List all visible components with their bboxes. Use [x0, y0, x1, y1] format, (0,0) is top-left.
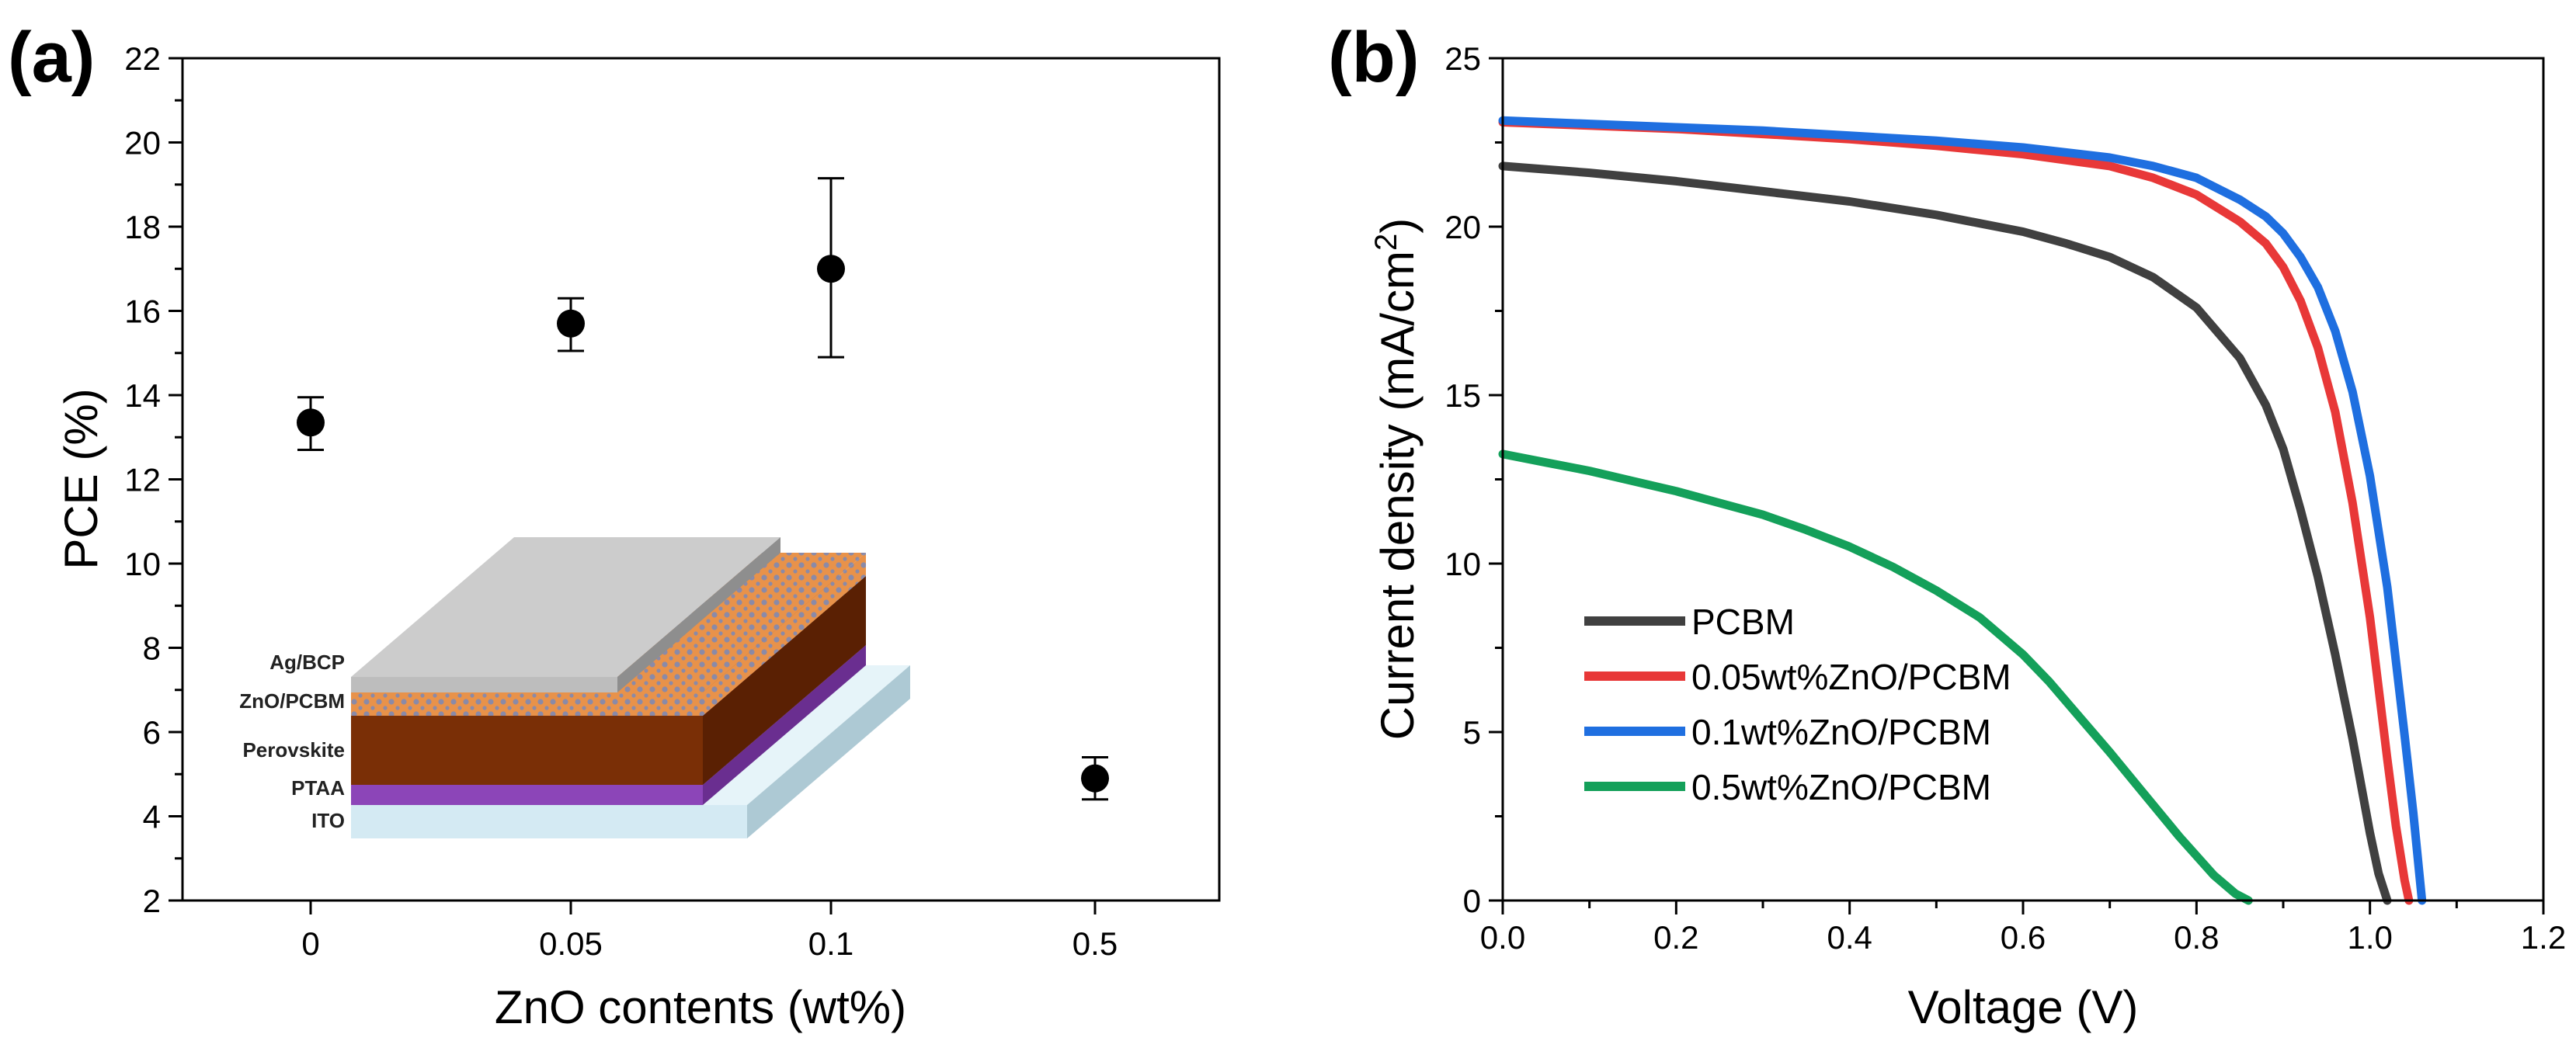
inset-layer-label: Perovskite: [242, 738, 345, 762]
panel-b-xtick-label: 1.0: [2347, 919, 2392, 956]
panel-a-ylabel: PCE (%): [55, 388, 107, 569]
panel-a-xtick-label: 0.5: [1072, 925, 1118, 962]
ag-bcp-layer-side: [617, 537, 780, 692]
panel-b-legend: PCBM 0.05wt%ZnO/PCBM 0.1wt%ZnO/PCBM 0.5wt%Z…: [1584, 602, 2011, 807]
ptaa-layer-side: [703, 645, 866, 805]
panel-b-ylabel-main: Current density (mA/cm: [1371, 251, 1424, 740]
panel-b-xtick-label: 0.0: [1480, 919, 1525, 956]
panel-a-data-point: [817, 255, 845, 283]
legend-label: PCBM: [1691, 602, 1795, 642]
series-line-3: [1498, 449, 2253, 905]
panel-b-ytick-label: 5: [1463, 714, 1481, 751]
panel-b-xtick-label: 0.6: [2001, 919, 2046, 956]
device-structure-inset: Ag/BCP ZnO/PCBM Perovskite PTAA ITO: [239, 537, 910, 838]
panel-a-ytick-label: 10: [124, 546, 161, 582]
panel-a-ytick-label: 18: [124, 209, 161, 245]
panel-a-ytick-label: 14: [124, 377, 161, 414]
series-line-2: [1498, 116, 2427, 905]
ptaa-layer-front: [351, 785, 703, 805]
panel-a-ytick-label: 2: [143, 883, 161, 919]
panel-a-ytick-label: 12: [124, 462, 161, 498]
panel-a-ytick-label: 20: [124, 125, 161, 161]
ito-layer-front: [351, 805, 747, 838]
panel-a-xtick-label: 0.05: [539, 925, 603, 962]
panel-a-ytick-label: 6: [143, 714, 161, 751]
panel-b-ytick-label: 25: [1444, 40, 1481, 77]
panel-a-label: (a): [8, 18, 95, 97]
panel-b-ylabel-sup: 2: [1369, 234, 1403, 251]
legend-label: 0.5wt%ZnO/PCBM: [1691, 767, 1991, 807]
panel-a-data-point: [297, 408, 325, 437]
ito-layer-side: [747, 665, 910, 838]
panel-b-ylabel-close: ): [1371, 218, 1424, 234]
legend-label: 0.1wt%ZnO/PCBM: [1691, 712, 1991, 752]
panel-b-ytick-label: 10: [1444, 546, 1481, 582]
perovskite-layer-side: [703, 576, 866, 785]
panel-b: (b) 0.0 0.2 0.4 0.6 0.8 1.0 1.2 0 5 10 15 20 25 PCBM…: [1328, 18, 2566, 1033]
inset-layer-label: PTAA: [291, 776, 345, 800]
ag-bcp-layer-front: [351, 677, 617, 692]
panel-a-xtick-label: 0: [301, 925, 319, 962]
panel-b-xtick-label: 0.4: [1827, 919, 1872, 956]
ag-bcp-layer-top: [351, 537, 780, 677]
panel-a-xtick-label: 0.1: [808, 925, 853, 962]
panel-b-ytick-label: 20: [1444, 209, 1481, 245]
panel-a-ytick-label: 4: [143, 799, 161, 835]
zno-pcbm-layer-side: [703, 553, 866, 716]
panel-b-label: (b): [1328, 18, 1419, 97]
series-line-0: [1498, 161, 2392, 905]
inset-layer-label: ZnO/PCBM: [239, 689, 345, 713]
perovskite-layer-front: [351, 716, 703, 785]
panel-b-series-lines: [1498, 116, 2427, 905]
panel-b-ytick-label: 15: [1444, 377, 1481, 414]
panel-b-xlabel: Voltage (V): [1908, 981, 2139, 1033]
panel-b-xtick-label: 1.2: [2521, 919, 2566, 956]
panel-a-markers: [297, 177, 1109, 801]
inset-layer-label: ITO: [311, 809, 345, 832]
panel-a-axes: 2 4 6 8 10 12 14 16 18 20 22 0 0.05 0.1 0.5: [124, 40, 1118, 962]
panel-a-ytick-label: 16: [124, 293, 161, 330]
panel-a: (a) Ag/BCP ZnO/PCBM Perovskite PTAA ITO 2 4 6 8…: [8, 18, 1221, 1033]
panel-b-ylabel: Current density (mA/cm2): [1369, 218, 1424, 740]
panel-a-data-point: [557, 309, 585, 338]
panel-a-data-point: [1081, 764, 1109, 793]
panel-a-ytick-label: 8: [143, 630, 161, 667]
panel-a-ytick-label: 22: [124, 40, 161, 77]
panel-b-xtick-label: 0.8: [2174, 919, 2219, 956]
inset-layer-label: Ag/BCP: [269, 651, 345, 674]
legend-label: 0.05wt%ZnO/PCBM: [1691, 657, 2011, 697]
panel-b-axes: 0.0 0.2 0.4 0.6 0.8 1.0 1.2 0 5 10 15 20 25: [1444, 40, 2566, 956]
zno-pcbm-layer-front: [351, 692, 703, 716]
panel-b-xtick-label: 0.2: [1653, 919, 1698, 956]
panel-a-xlabel: ZnO contents (wt%): [495, 981, 906, 1033]
panel-b-ytick-label: 0: [1463, 883, 1481, 919]
